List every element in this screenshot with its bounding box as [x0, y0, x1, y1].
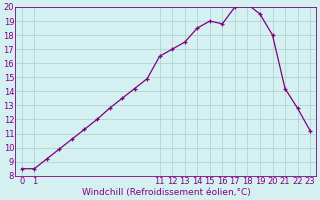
X-axis label: Windchill (Refroidissement éolien,°C): Windchill (Refroidissement éolien,°C): [82, 188, 250, 197]
